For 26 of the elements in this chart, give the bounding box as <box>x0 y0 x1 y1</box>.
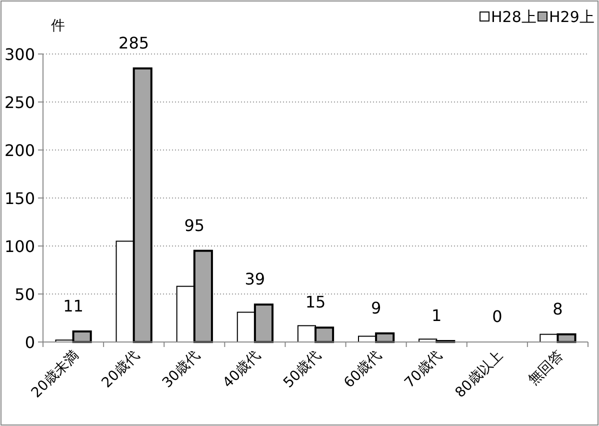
x-tick-label: 70歳代 <box>402 348 446 392</box>
x-tick-label: 20歳代 <box>98 348 143 392</box>
legend-label: H28上 <box>491 8 536 26</box>
data-label: 0 <box>492 307 502 326</box>
y-tick-label: 150 <box>4 189 35 208</box>
data-label: 9 <box>370 298 382 318</box>
x-tick-label: 80歳以上 <box>452 348 506 402</box>
data-label: 39 <box>244 270 266 289</box>
legend-label: H29上 <box>549 8 594 26</box>
y-axis-title: 件 <box>51 18 65 34</box>
data-label: 15 <box>305 292 326 312</box>
y-tick-label: 250 <box>4 93 35 112</box>
data-label: 285 <box>118 33 150 52</box>
y-tick-label: 300 <box>4 45 35 64</box>
y-tick-label: 200 <box>4 141 35 160</box>
data-label: 8 <box>552 299 563 318</box>
x-tick-label: 50歳代 <box>280 348 324 392</box>
x-tick-label: 40歳代 <box>220 348 264 392</box>
y-tick-label: 100 <box>4 237 35 256</box>
data-label: 95 <box>184 216 205 235</box>
x-tick-label: 60歳代 <box>341 348 385 392</box>
y-tick-label: 50 <box>14 285 35 304</box>
x-tick-label: 30歳代 <box>160 348 204 392</box>
data-label: 1 <box>432 306 442 326</box>
data-label: 11 <box>63 296 84 316</box>
x-tick-label: 無回答 <box>526 348 567 389</box>
